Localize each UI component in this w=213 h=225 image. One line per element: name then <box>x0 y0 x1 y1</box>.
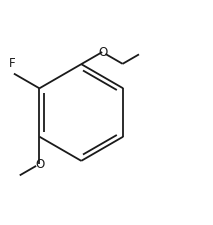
Text: O: O <box>98 45 107 58</box>
Text: F: F <box>9 57 15 70</box>
Text: O: O <box>35 158 45 171</box>
